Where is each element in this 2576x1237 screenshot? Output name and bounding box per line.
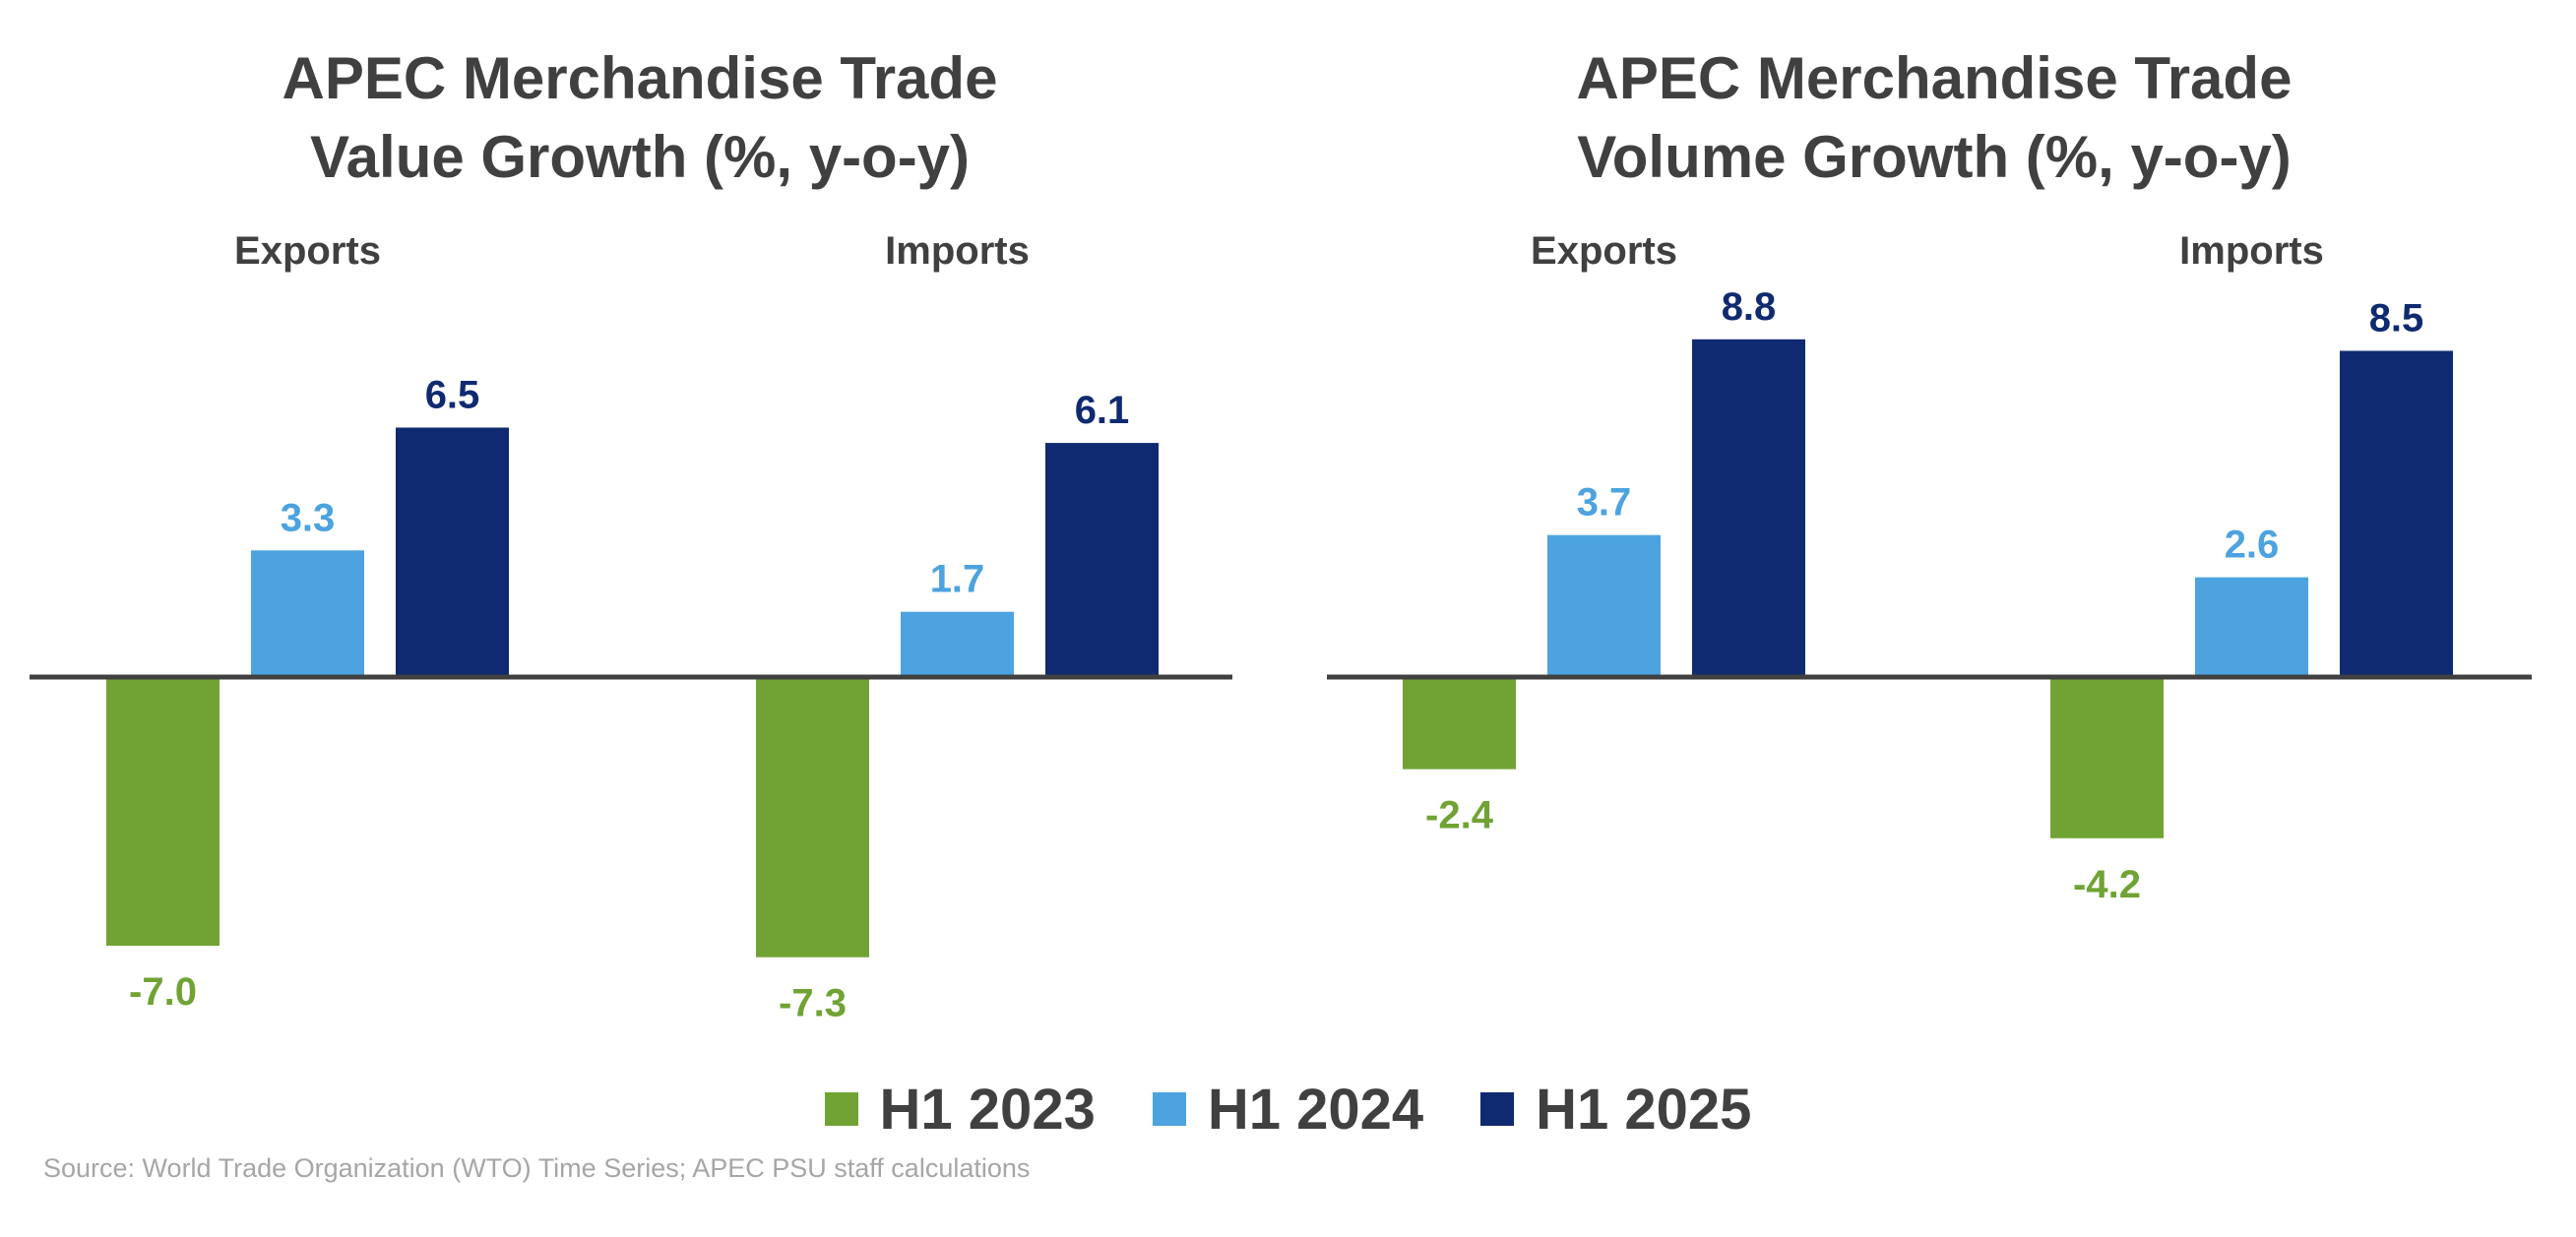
chart-title-line-1: APEC Merchandise Trade — [283, 45, 998, 111]
legend-item-h1-2024: H1 2024 — [1152, 1077, 1424, 1143]
chart-title-line-1: APEC Merchandise Trade — [1577, 45, 2293, 111]
value-label-imports-h1-2024: 1.7 — [930, 558, 985, 601]
value-label-imports-h1-2025: 8.5 — [2369, 297, 2424, 340]
value-label-exports-h1-2025: 8.8 — [1722, 285, 1777, 329]
bar-exports-h1-2024 — [1547, 534, 1661, 677]
legend-swatch-h1-2023 — [824, 1092, 858, 1126]
legend-label-h1-2024: H1 2024 — [1207, 1077, 1424, 1142]
value-label-exports-h1-2024: 3.7 — [1577, 481, 1632, 525]
bar-exports-h1-2023 — [106, 677, 220, 946]
chart-panel-1: APEC Merchandise Trade Value Growth (%, y… — [30, 45, 1232, 1025]
legend-label-h1-2025: H1 2025 — [1536, 1077, 1752, 1142]
value-label-exports-h1-2023: -7.0 — [129, 970, 197, 1014]
value-label-exports-h1-2024: 3.3 — [281, 496, 336, 539]
value-label-imports-h1-2023: -7.3 — [779, 982, 847, 1025]
chart-title-line-2: Volume Growth (%, y-o-y) — [1577, 124, 2292, 190]
group-label-exports: Exports — [1531, 229, 1677, 273]
value-label-imports-h1-2023: -4.2 — [2073, 863, 2141, 906]
value-label-imports-h1-2025: 6.1 — [1075, 389, 1130, 432]
group-label-imports: Imports — [2179, 229, 2324, 273]
legend-swatch-h1-2024 — [1152, 1092, 1186, 1126]
value-label-exports-h1-2025: 6.5 — [425, 374, 480, 417]
legend-item-h1-2025: H1 2025 — [1480, 1077, 1751, 1143]
bar-imports-h1-2025 — [2340, 350, 2453, 677]
group-label-exports: Exports — [234, 229, 381, 273]
bar-exports-h1-2023 — [1403, 677, 1516, 770]
bar-imports-h1-2024 — [2195, 577, 2308, 677]
value-label-exports-h1-2023: -2.4 — [1425, 794, 1494, 837]
legend-label-h1-2023: H1 2023 — [879, 1077, 1096, 1142]
bar-imports-h1-2023 — [756, 677, 869, 958]
group-label-imports: Imports — [885, 229, 1030, 273]
bar-imports-h1-2025 — [1045, 443, 1159, 677]
chart-legend: H1 2023 H1 2024 H1 2025 — [0, 1065, 2576, 1153]
bar-exports-h1-2025 — [396, 427, 509, 677]
source-note: Source: World Trade Organization (WTO) T… — [43, 1153, 1031, 1183]
bar-imports-h1-2024 — [901, 611, 1014, 677]
legend-swatch-h1-2025 — [1480, 1092, 1515, 1126]
value-label-imports-h1-2024: 2.6 — [2225, 524, 2280, 567]
chart-panel-2: APEC Merchandise Trade Volume Growth (%, … — [1327, 45, 2532, 906]
bar-exports-h1-2025 — [1692, 339, 1805, 677]
legend-item-h1-2023: H1 2023 — [824, 1077, 1096, 1143]
chart-canvas: APEC Merchandise Trade Value Growth (%, y… — [30, 45, 2532, 1025]
chart-title-line-2: Value Growth (%, y-o-y) — [310, 124, 970, 190]
bar-exports-h1-2024 — [251, 550, 364, 677]
bar-imports-h1-2023 — [2050, 677, 2164, 838]
